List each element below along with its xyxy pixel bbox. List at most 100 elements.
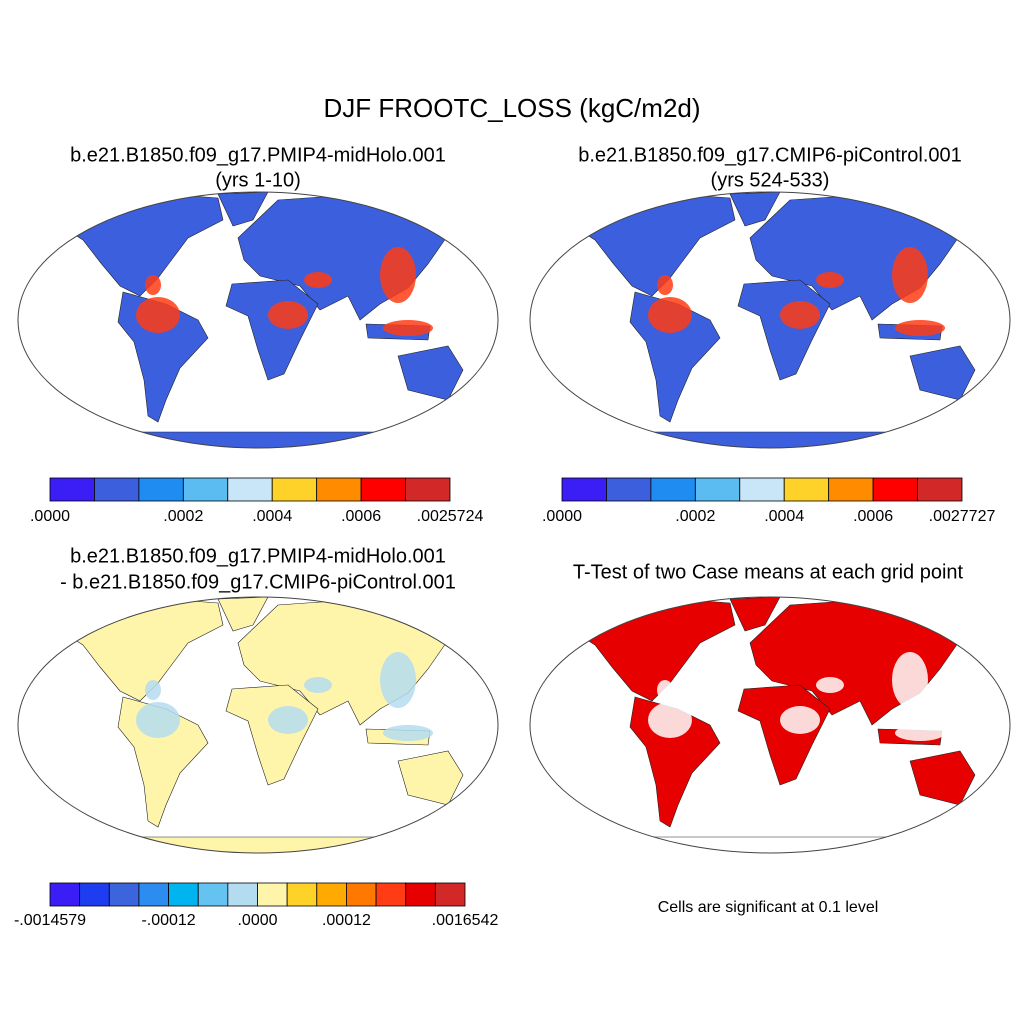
hotspot — [304, 272, 332, 288]
colorbar-box — [227, 477, 273, 502]
hotspot — [136, 702, 180, 738]
antarctica — [107, 431, 409, 448]
greenland — [217, 192, 269, 227]
hotspot — [892, 652, 928, 708]
colorbar-box — [434, 882, 466, 907]
panel-title: b.e21.B1850.f09_g17.CMIP6-piControl.001 — [578, 144, 962, 166]
colorbar-label: .0000 — [237, 912, 277, 929]
australia — [909, 750, 976, 806]
hotspot — [304, 677, 332, 693]
greenland — [729, 597, 781, 632]
hotspot — [268, 706, 308, 734]
panel-title: b.e21.B1850.f09_g17.PMIP4-midHolo.001 — [70, 144, 446, 166]
hotspot — [657, 275, 673, 295]
colorbar-box — [375, 882, 407, 907]
colorbar-label: .00012 — [322, 912, 371, 929]
panel-title: - b.e21.B1850.f09_g17.CMIP6-piControl.00… — [60, 571, 456, 593]
colorbar-label: .0004 — [764, 508, 804, 525]
north-america — [569, 194, 736, 297]
antarctica — [619, 431, 921, 448]
colorbar-box — [346, 882, 377, 907]
panel-title: (yrs 1-10) — [215, 169, 301, 191]
hotspot — [383, 320, 433, 336]
antarctica — [107, 836, 409, 853]
colorbar-box — [286, 882, 318, 907]
colorbar-label: .0006 — [853, 508, 893, 525]
hotspot — [380, 247, 416, 303]
colorbar-box — [739, 477, 785, 502]
colorbar-box — [49, 477, 95, 502]
panel-title: T-Test of two Case means at each grid po… — [573, 561, 964, 583]
colorbar-label: .0004 — [252, 508, 292, 525]
colorbar-box — [694, 477, 741, 502]
colorbar-box — [227, 882, 258, 907]
greenland — [217, 597, 269, 632]
colorbar-box — [360, 477, 406, 502]
colorbar-label: .0000 — [30, 508, 70, 525]
hotspot — [136, 297, 180, 333]
colorbar-box — [197, 882, 229, 907]
panel-title: b.e21.B1850.f09_g17.PMIP4-midHolo.001 — [70, 545, 446, 567]
hotspot — [895, 320, 945, 336]
map-border — [529, 596, 1011, 854]
colorbar-box — [271, 477, 318, 502]
colorbar-label: .0006 — [341, 508, 381, 525]
map — [529, 191, 1011, 449]
hotspot — [380, 652, 416, 708]
colorbar-box — [257, 882, 288, 907]
colorbar-box — [405, 882, 436, 907]
land — [569, 192, 981, 448]
colorbar-label: .0027727 — [929, 508, 996, 525]
map-border — [529, 191, 1011, 449]
colorbar-box — [49, 882, 81, 907]
colorbar-box — [168, 882, 199, 907]
colorbar-box — [561, 477, 607, 502]
hotspot — [892, 247, 928, 303]
africa — [737, 684, 831, 786]
hotspot — [145, 680, 161, 700]
colorbar-box — [316, 477, 362, 502]
colorbar-box — [316, 882, 347, 907]
panel-note: Cells are significant at 0.1 level — [658, 899, 879, 916]
colorbar-box — [783, 477, 830, 502]
colorbar-label: -.0014579 — [14, 912, 86, 929]
colorbar-label: .0000 — [542, 508, 582, 525]
hotspot — [145, 275, 161, 295]
colorbar-box — [650, 477, 696, 502]
north-america — [57, 194, 224, 297]
map — [17, 191, 499, 449]
greenland — [729, 192, 781, 227]
land — [569, 597, 981, 853]
figure-title: DJF FROOTC_LOSS (kgC/m2d) — [323, 93, 700, 123]
north-america — [569, 599, 736, 702]
land — [57, 597, 469, 853]
antarctica — [619, 836, 921, 853]
colorbar-label: .0016542 — [432, 912, 499, 929]
hotspot — [780, 301, 820, 329]
hotspot — [895, 725, 945, 741]
colorbar-box — [872, 477, 918, 502]
africa — [737, 279, 831, 381]
map-border — [17, 191, 499, 449]
colorbar-box — [828, 477, 874, 502]
hotspot — [816, 272, 844, 288]
colorbar-box — [108, 882, 140, 907]
hotspot — [657, 680, 673, 700]
panel-title: (yrs 524-533) — [711, 169, 830, 191]
colorbar-label: .0002 — [163, 508, 203, 525]
africa — [225, 684, 319, 786]
africa — [225, 279, 319, 381]
hotspot — [268, 301, 308, 329]
map — [529, 596, 1011, 854]
australia — [397, 345, 464, 401]
colorbar-box — [917, 477, 963, 502]
colorbar-box — [94, 477, 140, 502]
hotspot — [816, 677, 844, 693]
australia — [909, 345, 976, 401]
colorbar-box — [138, 882, 169, 907]
colorbar-label: -.00012 — [141, 912, 195, 929]
colorbar-box — [79, 882, 110, 907]
hotspot — [383, 725, 433, 741]
land — [57, 192, 469, 448]
